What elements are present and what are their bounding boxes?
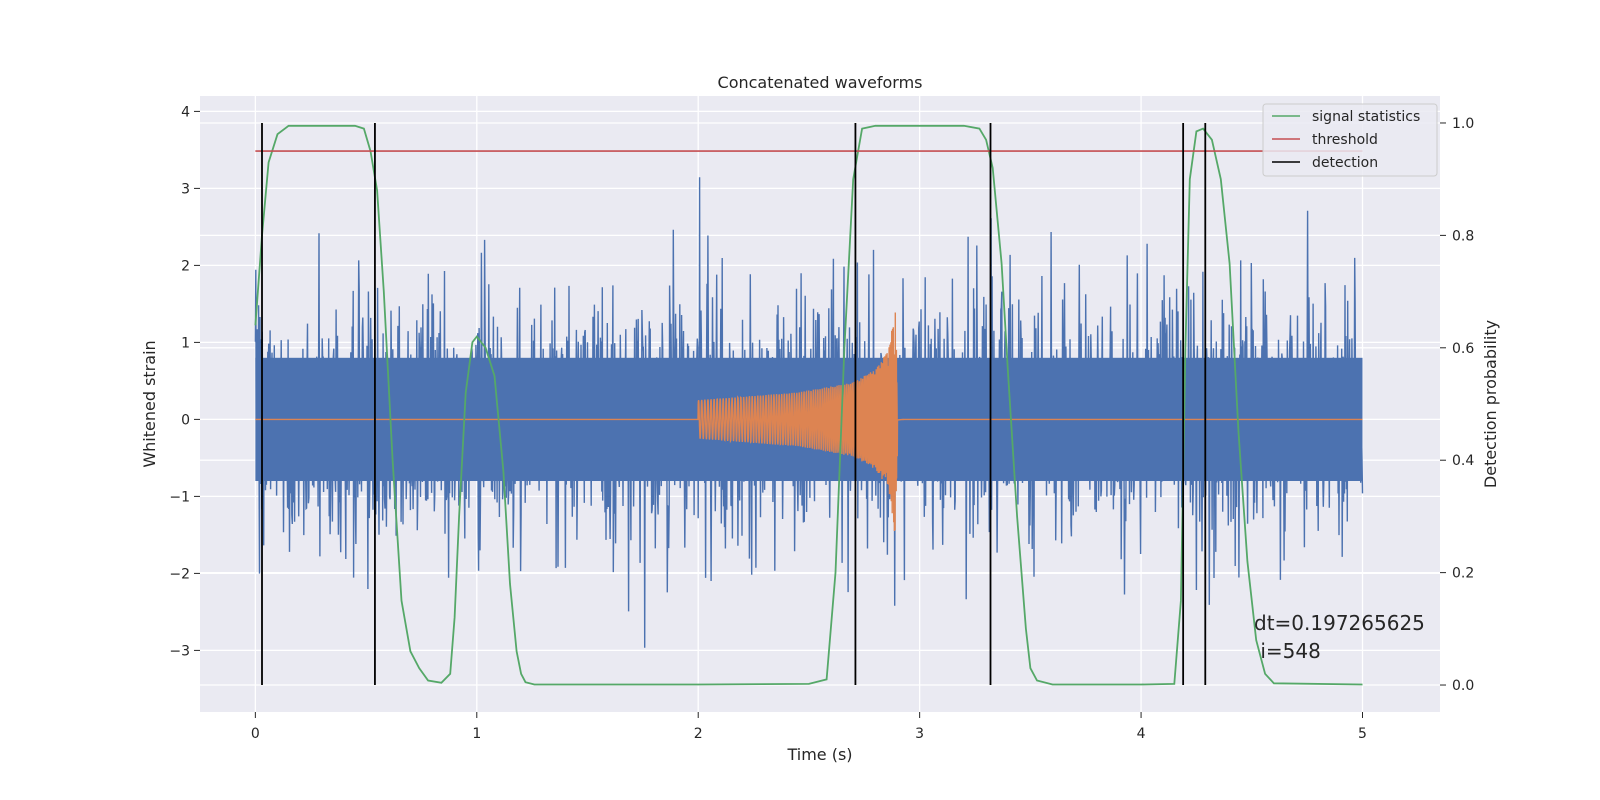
y2-tick-label: 0.8	[1452, 228, 1474, 244]
y-tick-label: 1	[181, 335, 190, 351]
y2-axis-label: Detection probability	[1481, 320, 1500, 488]
y-tick-label: 2	[181, 258, 190, 274]
annotation-dt: dt=0.197265625	[1254, 611, 1425, 635]
axes: 0 1 2 3 4 5 −3 −2 −1 0 1 2 3 4 0.0 0.2 0.4 0.6 0.8 1.0	[169, 104, 1474, 742]
y-tick-label: 3	[181, 181, 190, 197]
x-tick-label: 5	[1358, 726, 1367, 742]
legend: signal statistics threshold detection	[1262, 103, 1438, 177]
y-tick-label: 0	[181, 412, 190, 428]
template-line	[255, 312, 1363, 532]
x-tick-label: 3	[915, 726, 924, 742]
y2-tick-label: 0.2	[1452, 566, 1474, 582]
legend-frame	[1262, 103, 1438, 177]
x-axis-label: Time (s)	[786, 745, 852, 764]
y2-tick-label: 0.0	[1452, 678, 1474, 694]
x-tick-label: 4	[1137, 726, 1146, 742]
legend-label-detection: detection	[1312, 155, 1378, 171]
y-axis-label: Whitened strain	[140, 340, 159, 467]
y-tick-label: −1	[169, 489, 190, 505]
chart-title: Concatenated waveforms	[718, 73, 923, 92]
y2-tick-label: 0.6	[1452, 341, 1474, 357]
y-tick-label: 4	[181, 104, 190, 120]
annotation-index: i=548	[1254, 639, 1321, 663]
x-tick-label: 0	[251, 726, 260, 742]
y2-tick-label: 1.0	[1452, 116, 1474, 132]
legend-label-signal-statistics: signal statistics	[1312, 109, 1420, 125]
y-tick-label: −2	[169, 566, 190, 582]
y2-tick-label: 0.4	[1452, 453, 1474, 469]
y-tick-label: −3	[169, 643, 190, 659]
x-tick-label: 2	[694, 726, 703, 742]
signal-statistics-line	[254, 124, 1363, 686]
x-tick-label: 1	[472, 726, 481, 742]
plot-content	[254, 122, 1364, 686]
legend-label-threshold: threshold	[1312, 132, 1378, 148]
